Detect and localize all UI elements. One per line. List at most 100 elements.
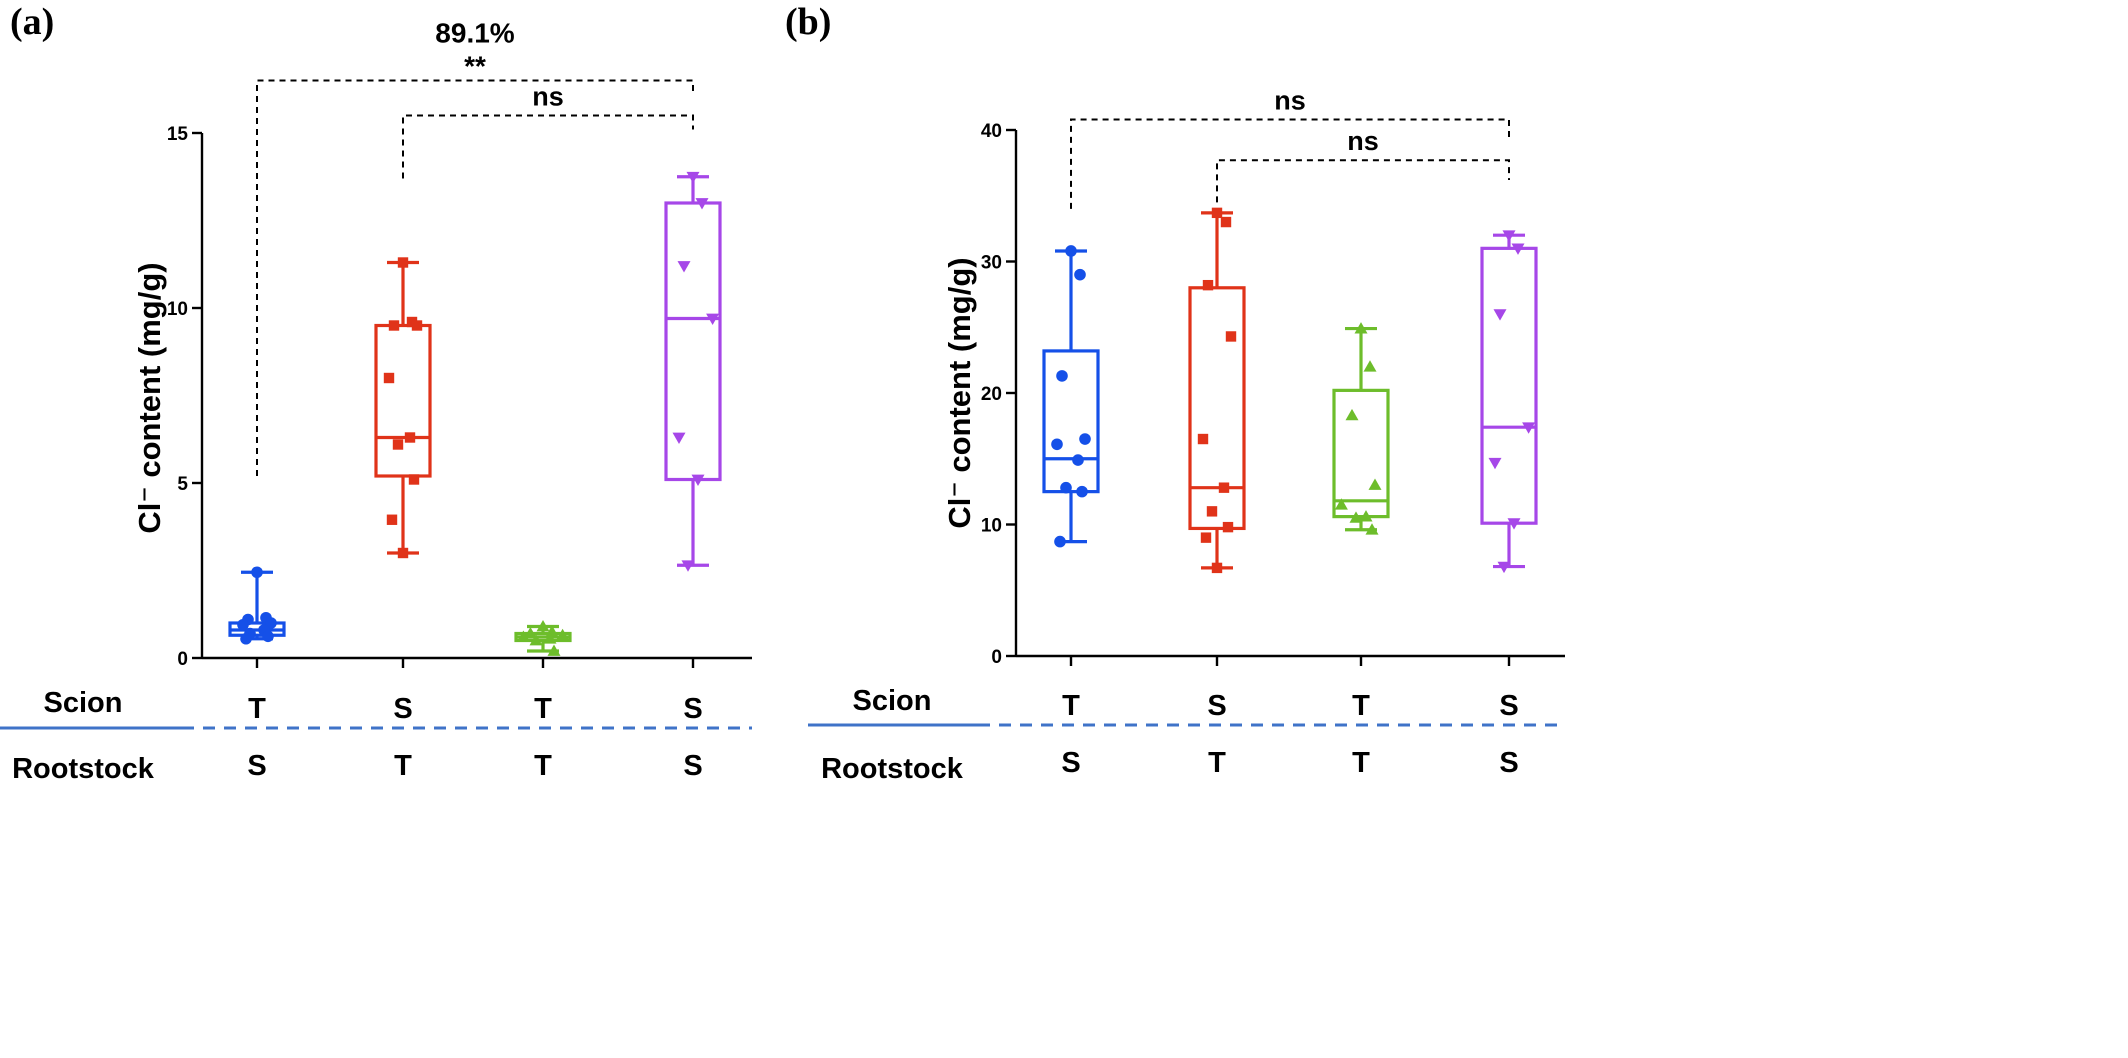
y-tick-label: 15 xyxy=(167,124,189,145)
data-point xyxy=(1076,485,1088,498)
y-tick-label: 0 xyxy=(991,647,1002,668)
data-point xyxy=(408,474,420,485)
significance-bracket-2: ns xyxy=(1216,126,1510,203)
scion-value: S xyxy=(683,693,702,725)
data-point xyxy=(1211,562,1223,574)
data-point xyxy=(1202,279,1214,291)
data-point xyxy=(237,618,249,631)
box-iqr xyxy=(1188,286,1246,531)
scion-value: T xyxy=(1352,690,1370,722)
rootstock-row-label: Rootstock xyxy=(12,753,155,785)
data-point xyxy=(1222,521,1234,533)
data-point xyxy=(1072,454,1084,466)
scion-row-label: Scion xyxy=(853,685,932,717)
data-point xyxy=(397,257,409,268)
scion-value: T xyxy=(248,693,266,725)
data-point xyxy=(516,630,530,642)
data-point xyxy=(1054,535,1066,548)
data-point xyxy=(536,620,550,632)
data-point xyxy=(556,628,570,641)
data-point xyxy=(1354,322,1368,334)
box-iqr xyxy=(1332,388,1390,519)
box-iqr xyxy=(1480,246,1538,525)
data-point xyxy=(686,171,700,184)
data-point xyxy=(397,547,409,559)
data-point xyxy=(386,514,398,525)
scion-value: S xyxy=(1207,690,1226,722)
significance-bracket-2: ns xyxy=(402,82,694,179)
data-point xyxy=(262,630,274,643)
data-point xyxy=(1488,457,1502,470)
data-point xyxy=(1051,438,1063,451)
bracket-label: ns xyxy=(1347,126,1379,156)
rootstock-value: T xyxy=(1352,747,1370,779)
y-tick-label: 10 xyxy=(167,299,188,320)
box-group-2 xyxy=(374,257,432,559)
box-iqr xyxy=(1042,349,1100,494)
y-tick-label: 5 xyxy=(177,474,188,495)
rootstock-value: T xyxy=(534,750,552,782)
y-tick-label: 10 xyxy=(981,516,1002,537)
data-point xyxy=(1349,511,1363,523)
data-point xyxy=(1497,561,1511,574)
data-point xyxy=(1502,230,1516,242)
data-point xyxy=(1334,498,1348,510)
bracket-line xyxy=(256,79,694,476)
y-tick-label: 30 xyxy=(981,253,1002,274)
scion-value: S xyxy=(393,693,412,725)
rootstock-row-label: Rootstock xyxy=(821,753,964,785)
data-point xyxy=(681,560,695,572)
bracket-line xyxy=(1070,118,1510,209)
box-group-4 xyxy=(1480,230,1538,574)
data-point xyxy=(1056,370,1068,382)
data-point xyxy=(251,566,263,579)
data-point xyxy=(706,313,720,325)
data-point xyxy=(1511,243,1525,255)
data-point xyxy=(1206,506,1218,517)
box-iqr xyxy=(374,323,432,478)
data-point xyxy=(677,261,691,273)
box-group-3 xyxy=(514,620,572,656)
scion-value: T xyxy=(1062,690,1080,722)
rootstock-value: S xyxy=(683,750,702,782)
rootstock-value: S xyxy=(247,750,266,782)
box-group-1 xyxy=(1042,245,1100,548)
scion-value: T xyxy=(534,693,552,725)
data-point xyxy=(1363,360,1377,372)
data-point xyxy=(404,432,416,443)
data-point xyxy=(1493,309,1507,321)
data-point xyxy=(1218,482,1230,493)
data-point xyxy=(392,439,404,450)
y-tick-label: 20 xyxy=(981,384,1002,405)
data-point xyxy=(240,632,252,645)
bracket-label: 89.1% xyxy=(435,18,514,49)
bracket-label: ns xyxy=(532,82,564,112)
box-group-3 xyxy=(1332,322,1390,535)
data-point xyxy=(411,320,423,331)
data-point xyxy=(1522,422,1536,434)
y-tick-label: 40 xyxy=(981,121,1002,142)
data-point xyxy=(529,634,543,646)
data-point xyxy=(1197,433,1209,445)
data-point xyxy=(543,632,557,644)
y-axis-label: Cl⁻ content (mg/g) xyxy=(132,262,167,533)
data-point xyxy=(1060,481,1072,494)
box-group-1 xyxy=(228,566,286,645)
data-point xyxy=(1220,216,1232,228)
data-point xyxy=(1359,510,1373,522)
data-point xyxy=(1065,245,1077,257)
data-point xyxy=(1200,532,1212,543)
data-point xyxy=(695,198,709,210)
data-point xyxy=(1074,268,1086,281)
data-point xyxy=(1079,433,1091,445)
box-group-4 xyxy=(664,171,722,572)
significance-bracket-1: 89.1%** xyxy=(256,18,694,476)
scion-value: S xyxy=(1499,690,1518,722)
data-point xyxy=(1225,331,1237,342)
data-point xyxy=(545,625,559,637)
bracket-line xyxy=(402,114,694,179)
rootstock-value: T xyxy=(1208,747,1226,779)
bracket-label: ns xyxy=(1274,85,1306,115)
